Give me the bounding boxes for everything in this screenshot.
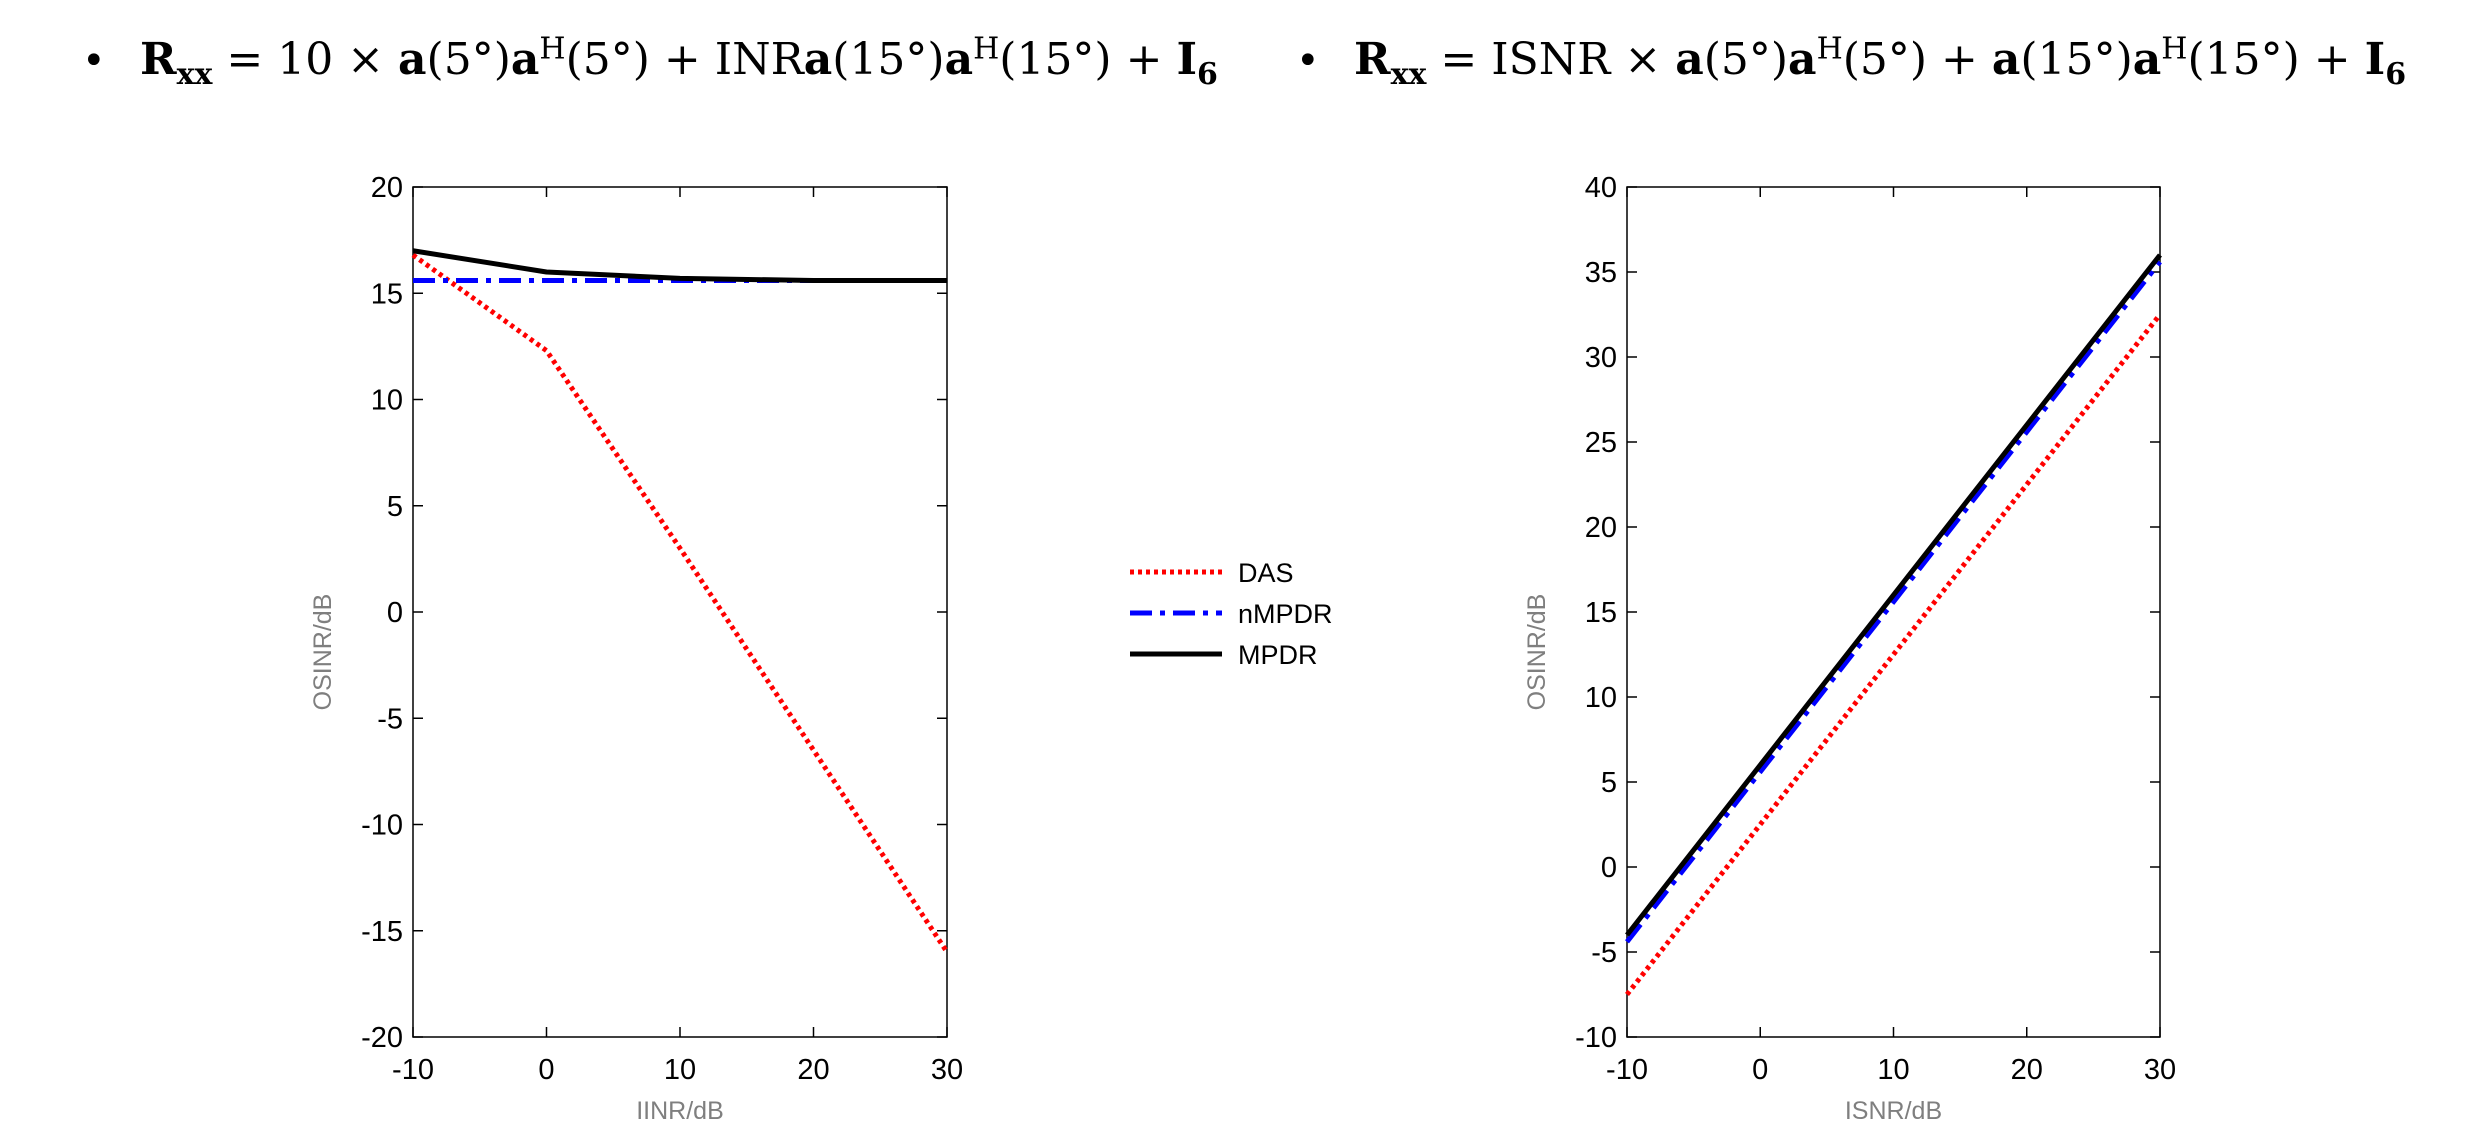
formula-superscript: H bbox=[2161, 31, 2188, 67]
y-tick-label: -10 bbox=[1575, 1022, 1617, 1054]
formula-superscript: H bbox=[1816, 31, 1843, 67]
formula-left: • Rxx = 10 × a(5°)aH(5°) + INRa(15°)aH(15… bbox=[82, 28, 1218, 93]
formula-symbol: R bbox=[140, 34, 177, 85]
formula-symbol: a bbox=[398, 34, 427, 85]
x-tick-label: 0 bbox=[1752, 1054, 1768, 1086]
series-line-nmpdr bbox=[1625, 260, 2162, 944]
y-tick-label: 20 bbox=[371, 172, 403, 204]
series-line-mpdr bbox=[1625, 253, 2162, 937]
formula-symbol: I bbox=[2364, 34, 2386, 85]
chart-iinr: -10 0 10 20 30 -20 -15 -10 -5 0 5 10 15 20 IINR/dB OSIN… bbox=[309, 172, 963, 1125]
formula-text: = ISNR × bbox=[1426, 34, 1676, 85]
formula-text: (15°) + bbox=[999, 34, 1177, 85]
formula-right: • Rxx = ISNR × a(5°)aH(5°) + a(15°)aH(15°… bbox=[1296, 28, 2406, 93]
x-axis-label: IINR/dB bbox=[636, 1097, 724, 1125]
x-tick-label: 10 bbox=[664, 1054, 696, 1086]
legend: DAS nMPDR MPDR bbox=[1130, 558, 1333, 670]
y-tick-label: -5 bbox=[1591, 937, 1617, 969]
x-tick-label: 20 bbox=[2011, 1054, 2043, 1086]
series-line-das bbox=[411, 252, 950, 954]
y-tick-label: -5 bbox=[377, 703, 403, 735]
series-line-das bbox=[1625, 312, 2162, 997]
formula-text: (5°) + INR bbox=[565, 34, 804, 85]
formula-text: (5°) + bbox=[1842, 34, 1992, 85]
formula-text: (15°) bbox=[2020, 34, 2133, 85]
formula-subscript: xx bbox=[1390, 56, 1427, 92]
formula-symbol: a bbox=[944, 34, 974, 85]
y-axis-label: OSINR/dB bbox=[1523, 594, 1551, 711]
formula-symbol: a bbox=[1991, 34, 2021, 85]
x-tick-label: 0 bbox=[538, 1054, 554, 1086]
y-tick-label: -15 bbox=[361, 916, 403, 948]
formula-symbol: I bbox=[1176, 34, 1198, 85]
y-tick-label: 10 bbox=[371, 385, 403, 417]
formula-subscript: 6 bbox=[2385, 56, 2407, 92]
formula-symbol: a bbox=[1788, 34, 1817, 85]
y-tick-label: 5 bbox=[1601, 767, 1617, 799]
y-tick-label: 40 bbox=[1585, 172, 1617, 204]
x-tick-label: -10 bbox=[392, 1054, 434, 1086]
series-line-mpdr bbox=[412, 248, 947, 283]
y-tick-label: 35 bbox=[1585, 257, 1617, 289]
legend-label-mpdr: MPDR bbox=[1238, 640, 1318, 670]
formula-superscript: H bbox=[539, 31, 566, 67]
x-tick-label: 30 bbox=[2144, 1054, 2176, 1086]
x-tick-label: 10 bbox=[1877, 1054, 1909, 1086]
y-tick-label: -20 bbox=[361, 1022, 403, 1054]
bullet: • bbox=[1296, 38, 1320, 84]
y-tick-label: -10 bbox=[361, 810, 403, 842]
formula-text: (15°) + bbox=[2187, 34, 2365, 85]
x-tick-label: -10 bbox=[1606, 1054, 1648, 1086]
formula-symbol: a bbox=[1675, 34, 1704, 85]
y-tick-label: 0 bbox=[387, 597, 403, 629]
legend-label-das: DAS bbox=[1238, 558, 1294, 588]
formula-text: (5°) bbox=[426, 34, 511, 85]
y-axis-label: OSINR/dB bbox=[309, 594, 337, 711]
x-tick-label: 20 bbox=[797, 1054, 829, 1086]
bullet: • bbox=[82, 38, 106, 84]
formula-symbol: R bbox=[1354, 34, 1391, 85]
x-axis-label: ISNR/dB bbox=[1845, 1097, 1942, 1125]
chart-isnr: -10 0 10 20 30 -10 -5 0 5 10 15 20 25 30 35 40 ISNR/dB OS… bbox=[1523, 172, 2176, 1125]
formula-superscript: H bbox=[973, 31, 1000, 67]
y-tick-label: 0 bbox=[1601, 852, 1617, 884]
plot-frame bbox=[1626, 186, 2161, 1038]
formula-subscript: 6 bbox=[1197, 56, 1218, 92]
y-tick-label: 5 bbox=[387, 491, 403, 523]
formula-symbol: a bbox=[803, 34, 833, 85]
formula-symbol: a bbox=[2132, 34, 2162, 85]
formula-subscript: xx bbox=[176, 56, 213, 92]
y-tick-label: 25 bbox=[1585, 427, 1617, 459]
formula-text: (15°) bbox=[832, 34, 945, 85]
x-tick-label: 30 bbox=[931, 1054, 963, 1086]
y-tick-label: 15 bbox=[371, 278, 403, 310]
formula-text: = 10 × bbox=[212, 34, 399, 85]
y-tick-label: 30 bbox=[1585, 342, 1617, 374]
legend-label-nmpdr: nMPDR bbox=[1238, 599, 1333, 629]
y-tick-label: 15 bbox=[1585, 597, 1617, 629]
formula-symbol: a bbox=[510, 34, 540, 85]
formula-text: (5°) bbox=[1703, 34, 1789, 85]
y-tick-label: 20 bbox=[1585, 512, 1617, 544]
y-tick-label: 10 bbox=[1585, 682, 1617, 714]
